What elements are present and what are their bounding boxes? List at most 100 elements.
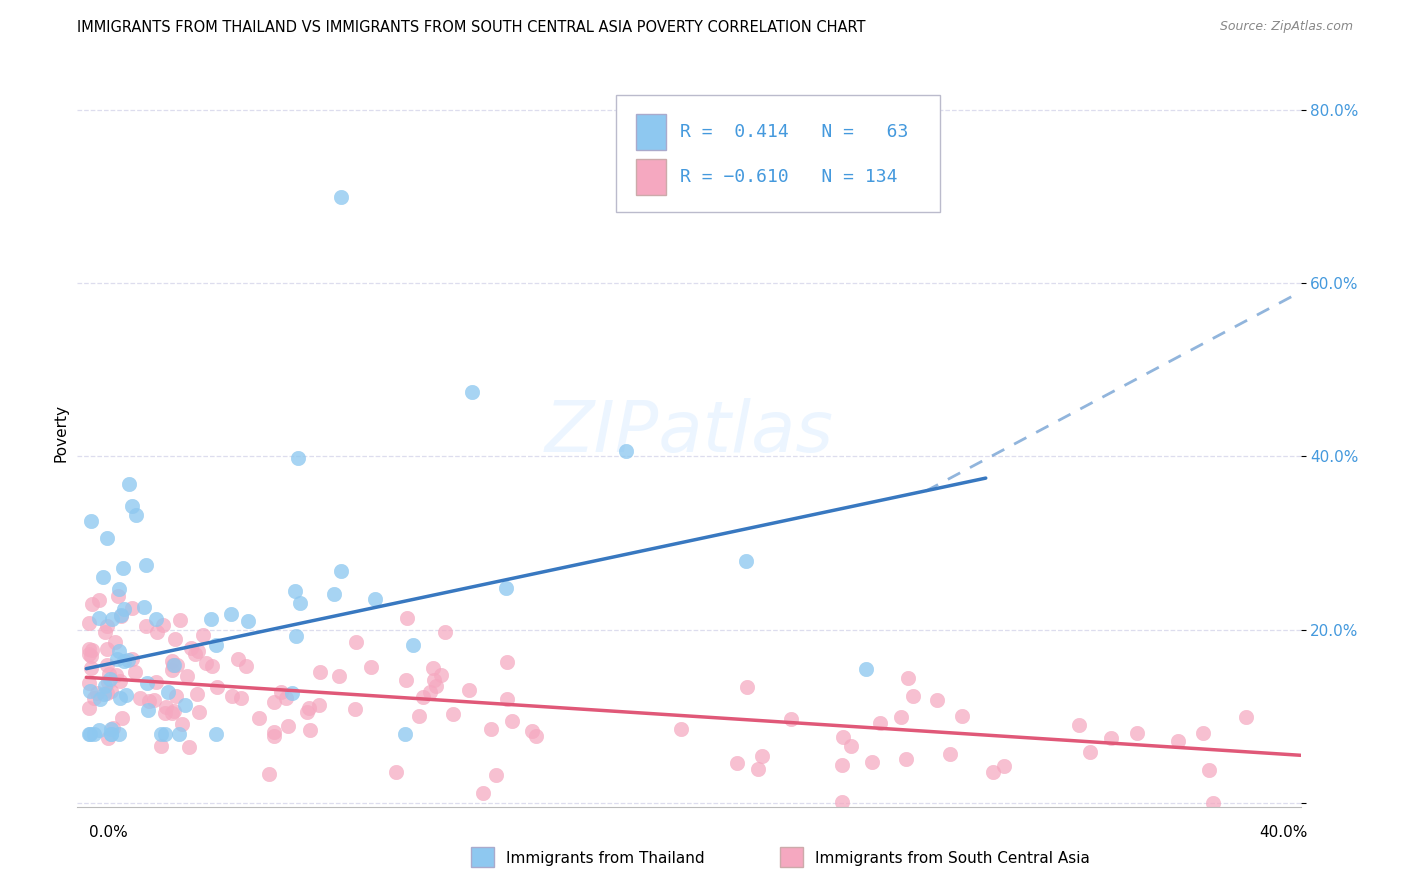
Point — [330, 564, 353, 578]
Point — [121, 652, 143, 666]
Point — [80, 661, 103, 675]
Point — [111, 561, 134, 575]
FancyBboxPatch shape — [471, 847, 494, 867]
Point — [323, 587, 346, 601]
Point — [221, 689, 243, 703]
Point — [169, 613, 191, 627]
Point — [79, 701, 101, 715]
Point — [115, 688, 138, 702]
Point — [496, 692, 519, 706]
Point — [395, 673, 418, 687]
Point — [1234, 709, 1257, 723]
Point — [134, 600, 156, 615]
Point — [145, 625, 167, 640]
Point — [524, 729, 547, 743]
Text: IMMIGRANTS FROM THAILAND VS IMMIGRANTS FROM SOUTH CENTRAL ASIA POVERTY CORRELATI: IMMIGRANTS FROM THAILAND VS IMMIGRANTS F… — [77, 20, 866, 35]
Point — [308, 665, 330, 680]
Point — [408, 708, 430, 723]
Point — [79, 647, 101, 661]
Point — [735, 554, 758, 568]
Point — [150, 726, 173, 740]
Point — [97, 666, 120, 681]
Point — [330, 189, 353, 203]
Point — [458, 682, 481, 697]
Point — [107, 652, 129, 666]
FancyBboxPatch shape — [780, 847, 803, 867]
Point — [751, 749, 773, 764]
Point — [100, 726, 122, 740]
Point — [160, 664, 183, 678]
Point — [981, 764, 1004, 779]
Point — [901, 689, 924, 703]
Point — [79, 642, 101, 657]
Point — [236, 614, 259, 628]
Point — [107, 644, 129, 658]
Point — [263, 724, 285, 739]
Point — [135, 675, 157, 690]
FancyBboxPatch shape — [616, 95, 939, 211]
Point — [176, 668, 198, 682]
Point — [93, 686, 115, 700]
Point — [96, 686, 118, 700]
Point — [1069, 718, 1091, 732]
Point — [295, 705, 318, 719]
Text: ZIPatlas: ZIPatlas — [544, 398, 834, 467]
Point — [1198, 763, 1220, 777]
Point — [180, 641, 202, 656]
Point — [201, 659, 224, 673]
Point — [93, 625, 115, 640]
Point — [110, 607, 132, 622]
Point — [363, 591, 385, 606]
Text: 0.0%: 0.0% — [89, 825, 128, 839]
Point — [669, 722, 692, 736]
Point — [1078, 745, 1101, 759]
Point — [1167, 734, 1189, 748]
Point — [831, 731, 853, 745]
Point — [96, 657, 118, 672]
Point — [79, 683, 101, 698]
Point — [395, 611, 418, 625]
Point — [855, 662, 877, 676]
Point — [747, 762, 769, 776]
Point — [993, 759, 1015, 773]
Point — [441, 707, 464, 722]
Point — [1099, 731, 1122, 745]
Point — [412, 690, 434, 704]
Point — [100, 722, 122, 736]
Point — [83, 691, 105, 706]
FancyBboxPatch shape — [637, 114, 665, 150]
Point — [394, 726, 416, 740]
Point — [143, 693, 166, 707]
Point — [160, 654, 183, 668]
Point — [153, 706, 176, 720]
Point — [308, 698, 330, 712]
Point — [155, 699, 177, 714]
Point — [191, 628, 214, 642]
Point — [121, 499, 143, 513]
Point — [117, 653, 139, 667]
Point — [100, 684, 122, 698]
Point — [108, 582, 131, 596]
Point — [121, 601, 143, 615]
Point — [831, 758, 853, 772]
Point — [163, 704, 186, 718]
Point — [101, 721, 124, 735]
Point — [162, 658, 184, 673]
Text: Immigrants from Thailand: Immigrants from Thailand — [506, 851, 704, 865]
Point — [869, 715, 891, 730]
Point — [231, 691, 253, 706]
FancyBboxPatch shape — [637, 160, 665, 195]
Point — [118, 476, 141, 491]
Point — [112, 601, 135, 615]
Y-axis label: Poverty: Poverty — [53, 403, 69, 462]
Point — [479, 722, 502, 736]
Point — [228, 652, 250, 666]
Point — [173, 698, 195, 713]
Point — [425, 679, 447, 693]
Point — [419, 685, 441, 699]
Point — [96, 642, 118, 657]
Point — [101, 612, 124, 626]
Point — [384, 765, 406, 780]
Point — [112, 654, 135, 668]
Point — [179, 739, 201, 754]
